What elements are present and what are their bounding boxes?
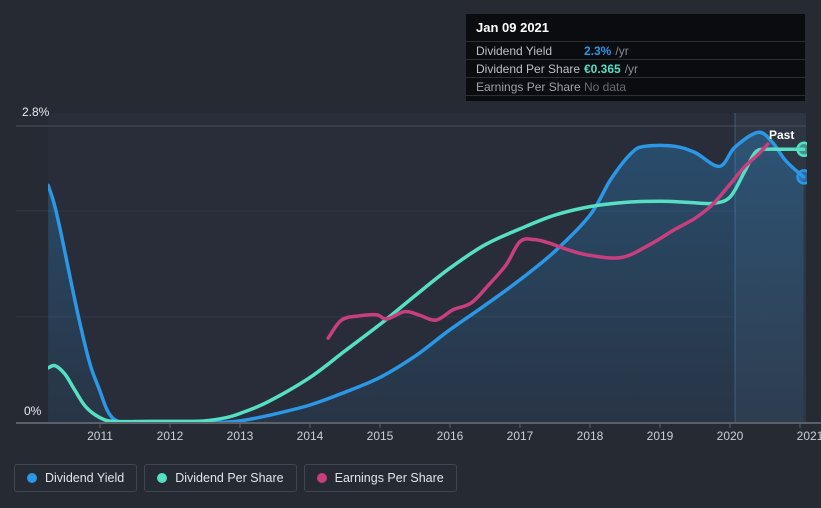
tooltip-row-earnings-per-share: Earnings Per Share No data: [466, 77, 805, 96]
tooltip-row-dividend-yield: Dividend Yield 2.3% /yr: [466, 41, 805, 59]
earnings-per-share-dot-icon: [316, 473, 327, 483]
tooltip-date: Jan 09 2021: [476, 20, 550, 35]
legend-item-earnings-per-share[interactable]: Earnings Per Share: [303, 464, 457, 492]
x-axis-label: 2019: [646, 429, 674, 443]
tooltip-value: No data: [584, 79, 627, 94]
line-earnings-per-share: [326, 142, 770, 340]
legend-item-dividend-yield[interactable]: Dividend Yield: [14, 464, 138, 492]
x-axis-label: 2015: [366, 429, 394, 443]
x-axis-label: 2011: [87, 429, 113, 443]
tooltip-suffix: /yr: [624, 61, 639, 76]
end-dot-dividend-yield: [796, 169, 807, 185]
tooltip-value: €0.365: [584, 61, 621, 76]
tooltip-row-dividend-per-share: Dividend Per Share €0.365 /yr: [466, 59, 805, 77]
legend-label: Earnings Per Share: [334, 471, 444, 485]
chart-legend: Dividend Yield Dividend Per Share Earnin…: [14, 464, 457, 492]
x-axis-label: 2014: [296, 429, 324, 443]
x-axis-label: 2020: [716, 429, 744, 443]
end-dot-dividend-per-share: [796, 141, 807, 158]
x-axis-label: 2016: [436, 429, 464, 443]
legend-label: Dividend Yield: [45, 471, 125, 485]
tooltip-label: Earnings Per Share: [476, 79, 581, 94]
tooltip-suffix: /yr: [615, 43, 629, 58]
y-axis-bottom-label: 0%: [24, 404, 42, 418]
legend-label: Dividend Per Share: [175, 471, 284, 485]
line-dividend-yield: [48, 130, 806, 424]
dividend-yield-dot-icon: [27, 473, 37, 483]
chart-tooltip: Jan 09 2021 Dividend Yield 2.3% /yr Divi…: [466, 14, 805, 101]
tooltip-value: 2.3%: [584, 43, 612, 58]
x-axis-label: 2017: [506, 429, 534, 443]
x-axis-label: 2018: [576, 429, 604, 443]
x-axis-label: 2012: [156, 429, 184, 443]
x-axis-label: 2021: [796, 429, 821, 443]
y-axis-top-label: 2.8%: [22, 105, 50, 119]
line-dividend-per-share: [48, 147, 806, 424]
past-label: Past: [769, 128, 795, 142]
tooltip-label: Dividend Per Share: [476, 61, 581, 76]
tooltip-label: Dividend Yield: [476, 43, 553, 58]
x-axis-label: 2013: [226, 429, 254, 443]
legend-item-dividend-per-share[interactable]: Dividend Per Share: [144, 464, 297, 492]
dividend-per-share-dot-icon: [157, 473, 168, 483]
